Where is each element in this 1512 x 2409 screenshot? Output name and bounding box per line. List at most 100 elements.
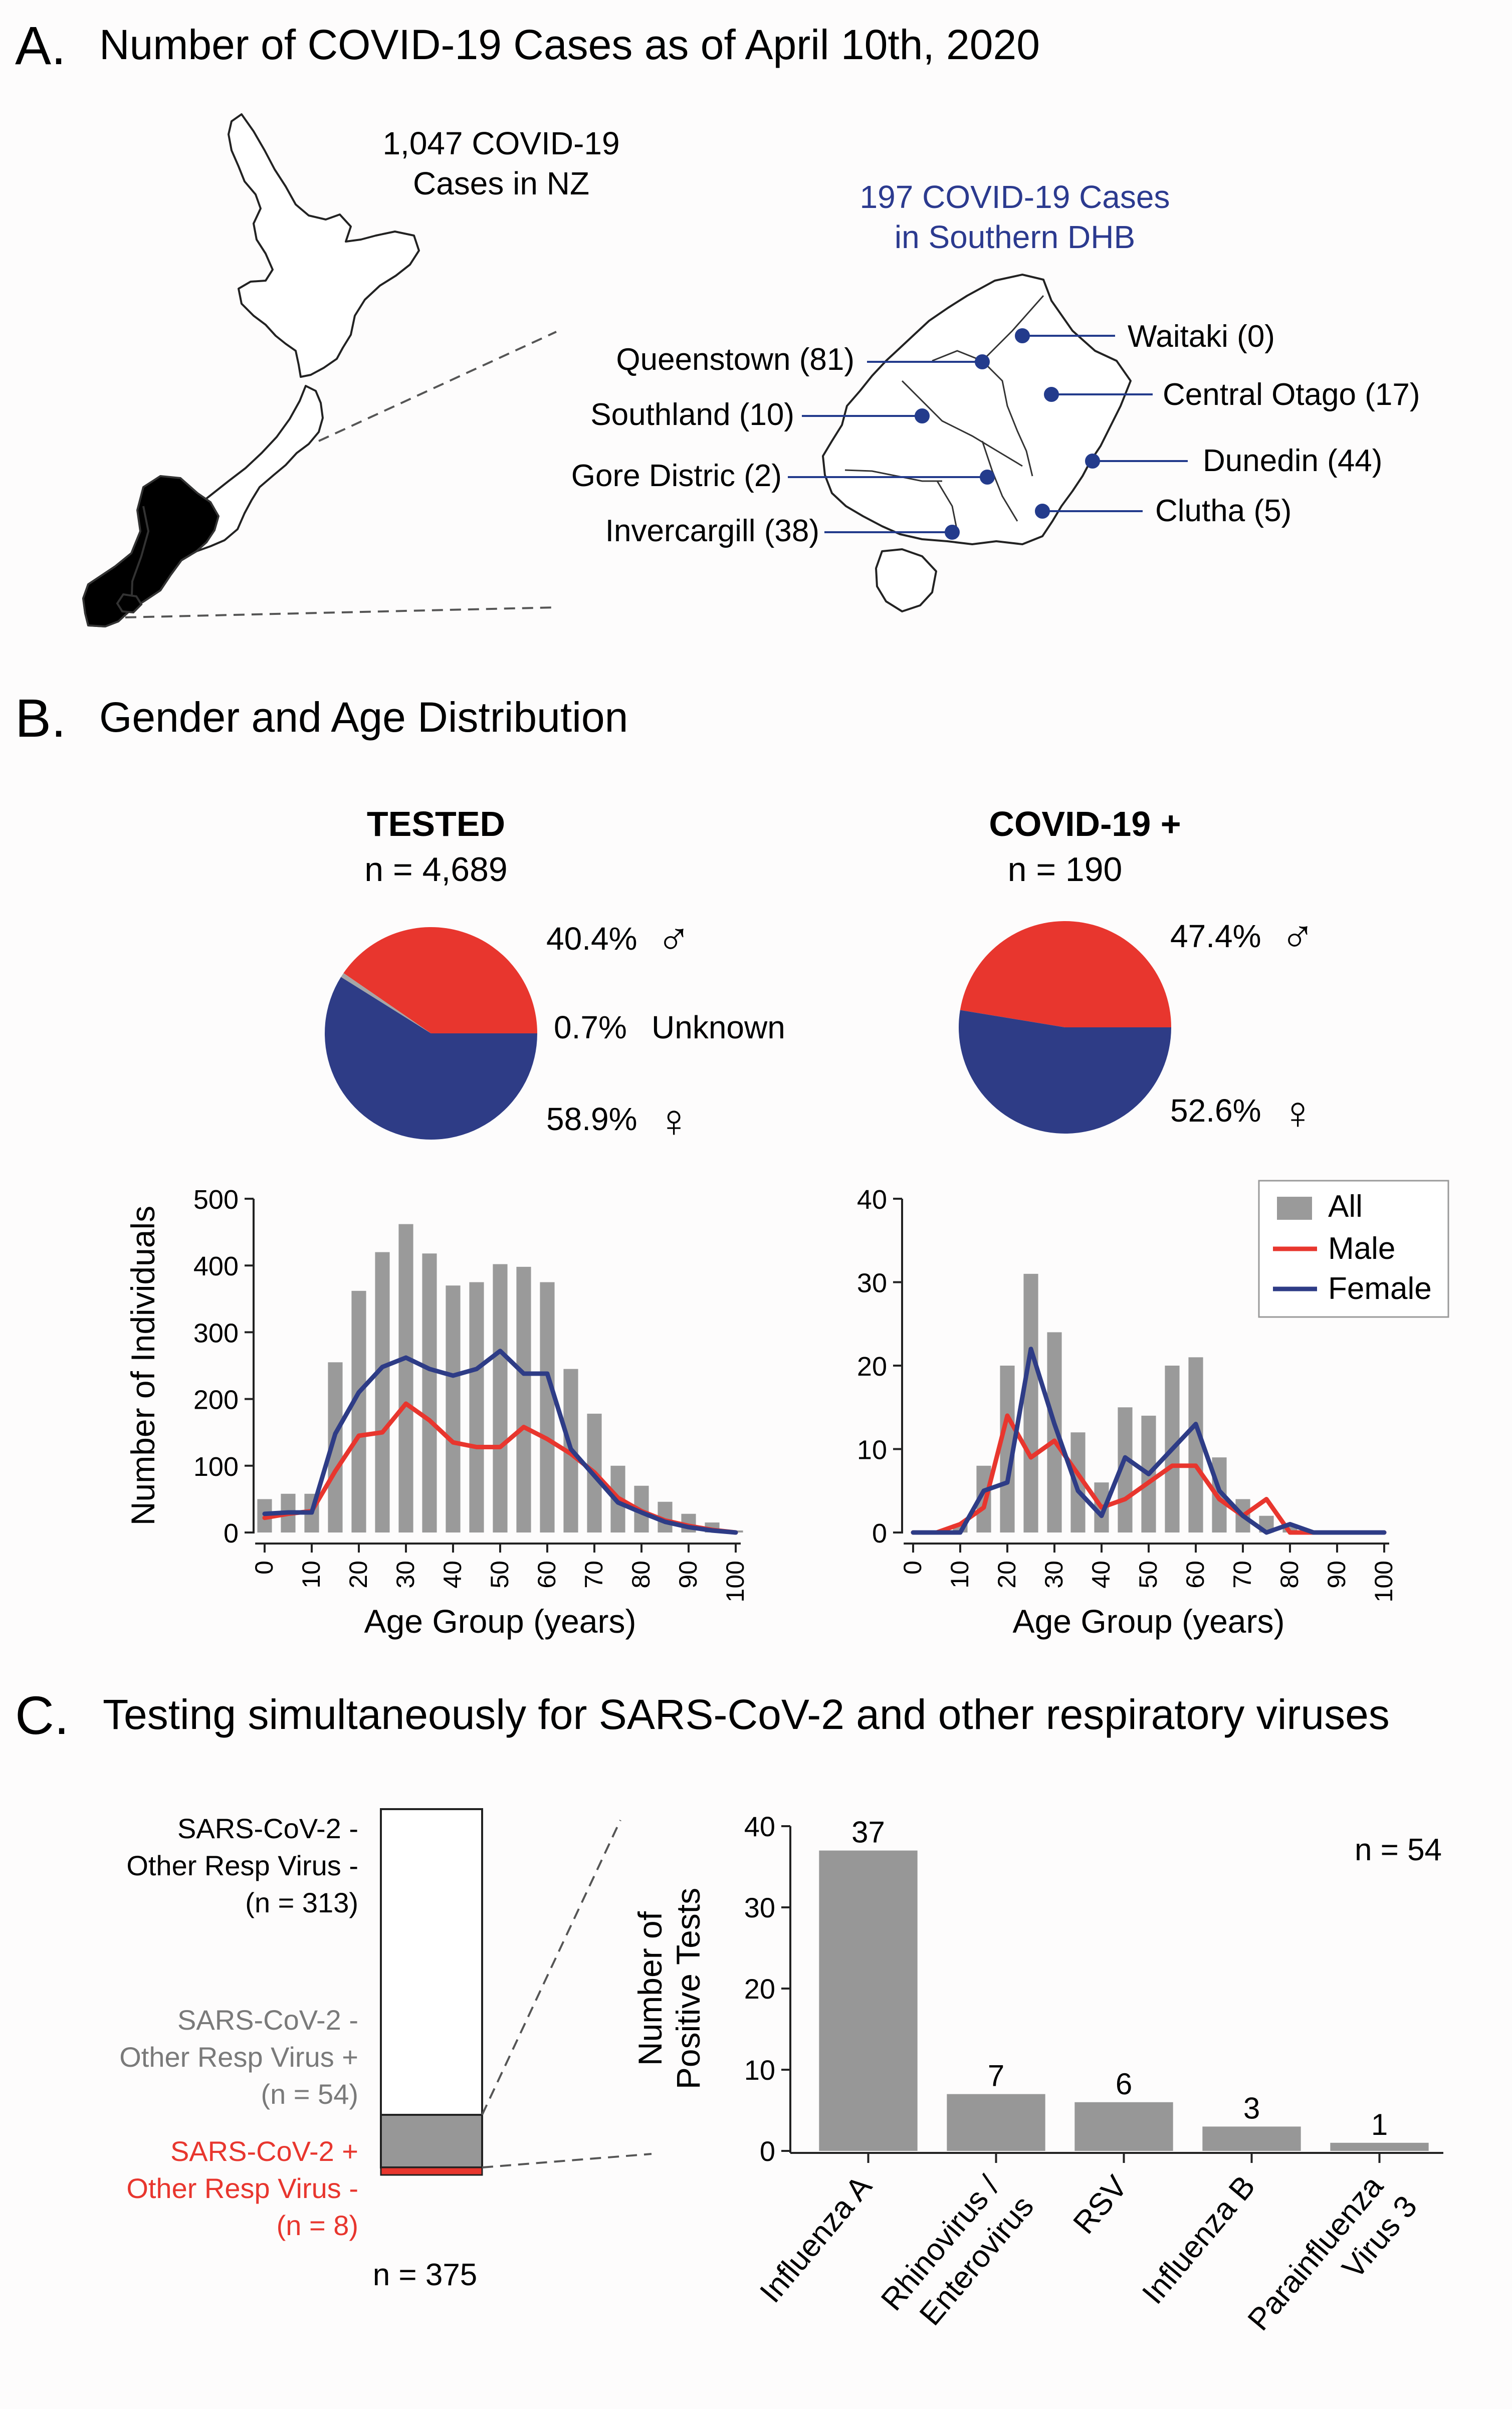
y-tick-label-10: 10 — [857, 1435, 887, 1465]
age-bar-20 — [351, 1290, 366, 1532]
x-tick-label-50: 50 — [1134, 1561, 1162, 1589]
district-label-invercargill: Invercargill (38) — [605, 514, 819, 548]
stack-label-neg-pos-3: (n = 54) — [261, 2078, 358, 2110]
age-bar-35 — [422, 1253, 437, 1532]
panel-a-title: Number of COVID-19 Cases as of April 10t… — [99, 21, 1040, 68]
stewart-island-shape — [116, 593, 143, 614]
pie-slice-male — [960, 921, 1171, 1027]
virus-bar-value-0: 37 — [851, 1816, 885, 1849]
district-label-waitaki: Waitaki (0) — [1128, 319, 1275, 354]
positive-male-symbol: ♂ — [1280, 911, 1315, 962]
y-axis-label-line1: Number of — [631, 1911, 669, 2066]
tested-pie-n: n = 4,689 — [364, 850, 507, 889]
positive-age-chart: 0 10 20 30 40 0 10 20 30 40 50 60 70 80 90 100 Age Group… — [857, 1185, 1398, 1640]
x-tick-label-10: 10 — [946, 1561, 974, 1589]
x-tick-label-40: 40 — [1087, 1561, 1115, 1589]
tested-female-pct: 58.9% — [546, 1101, 637, 1137]
district-label-queenstown: Queenstown (81) — [616, 342, 854, 377]
y-axis-label: Number of Individuals — [124, 1206, 161, 1525]
positive-female-symbol: ♀ — [1280, 1087, 1315, 1139]
virus-bar-value-3: 3 — [1243, 2091, 1260, 2125]
stack-label-pos-neg-2: Other Resp Virus - — [126, 2172, 358, 2204]
tested-male-pct: 40.4% — [546, 921, 637, 957]
tested-pie — [325, 927, 537, 1140]
dhb-case-count-line2: in Southern DHB — [895, 219, 1135, 255]
district-labels: Waitaki (0) Queenstown (81) Central Otag… — [571, 319, 1420, 548]
x-tick-label-100: 100 — [1370, 1561, 1398, 1602]
x-tick-label-20: 20 — [344, 1561, 372, 1589]
legend-label-all: All — [1328, 1189, 1363, 1224]
panel-b-title: Gender and Age Distribution — [99, 694, 628, 741]
virus-bar-3 — [1202, 2126, 1301, 2151]
virus-n-label: n = 54 — [1355, 1833, 1442, 1867]
pie-slice-male — [343, 927, 537, 1033]
southern-dhb-border — [130, 506, 150, 610]
stack-labels: SARS-CoV-2 - Other Resp Virus - (n = 313… — [119, 1813, 358, 2241]
panel-c-letter: C. — [15, 1685, 69, 1745]
positive-pie-title: COVID-19 + — [989, 804, 1181, 843]
tested-pie-title: TESTED — [367, 804, 505, 843]
tested-male-symbol: ♂ — [657, 914, 691, 965]
southern-dhb-outline — [822, 274, 1132, 545]
y-tick-label-40: 40 — [744, 1811, 775, 1842]
y-tick-label-300: 300 — [193, 1318, 239, 1348]
stacked-outcome-bar — [380, 1808, 483, 2176]
positive-pie — [959, 921, 1171, 1134]
virus-bar-1 — [947, 2094, 1045, 2151]
y-tick-label-500: 500 — [193, 1185, 239, 1215]
district-label-dunedin: Dunedin (44) — [1203, 444, 1382, 478]
pie-slice-female — [325, 977, 537, 1140]
age-bar-55 — [516, 1266, 531, 1532]
virus-category-label-3-0: Influenza B — [1136, 2169, 1262, 2311]
y-axis-label-line2: Positive Tests — [670, 1888, 707, 2089]
tested-age-chart: 0 100 200 300 400 500 0 10 20 30 40 50 60 70 80 90 100 Ag… — [124, 1185, 749, 1640]
district-label-clutha: Clutha (5) — [1155, 494, 1291, 528]
y-tick-label-0: 0 — [224, 1518, 239, 1549]
age-chart-legend: All Male Female — [1258, 1180, 1449, 1318]
stewart-island-detail — [875, 548, 937, 612]
age-bar-60 — [540, 1282, 555, 1532]
x-tick-label-70: 70 — [1228, 1561, 1256, 1589]
y-tick-label-200: 200 — [193, 1385, 239, 1415]
x-tick-label-0: 0 — [250, 1561, 278, 1575]
zoom-connector-lower — [482, 2153, 652, 2168]
y-tick-label-40: 40 — [857, 1185, 887, 1215]
x-tick-label-60: 60 — [533, 1561, 561, 1589]
stack-label-neg-neg-3: (n = 313) — [245, 1887, 358, 1918]
stack-segment-neg-pos — [380, 2114, 483, 2168]
age-line-female — [911, 1347, 1387, 1535]
y-tick-label-30: 30 — [744, 1892, 775, 1923]
x-tick-label-60: 60 — [1181, 1561, 1209, 1589]
x-tick-label-100: 100 — [721, 1561, 749, 1602]
stack-label-neg-pos-2: Other Resp Virus + — [119, 2041, 358, 2073]
tested-female-symbol: ♀ — [657, 1096, 691, 1147]
zoom-connector-bottom — [125, 606, 557, 618]
x-tick-label-40: 40 — [439, 1561, 467, 1589]
age-bar-60 — [1188, 1357, 1203, 1532]
southern-dhb-region — [82, 475, 220, 627]
panel-b-letter: B. — [15, 688, 66, 748]
stack-label-neg-neg-1: SARS-CoV-2 - — [177, 1813, 358, 1844]
tested-unknown-pct: 0.7% — [554, 1009, 627, 1045]
x-tick-label-80: 80 — [627, 1561, 655, 1589]
x-tick-label-30: 30 — [1040, 1561, 1068, 1589]
virus-bar-2 — [1074, 2102, 1173, 2151]
positive-pie-n: n = 190 — [1008, 850, 1123, 889]
stack-label-pos-neg-1: SARS-CoV-2 + — [170, 2135, 358, 2167]
district-callouts — [788, 328, 1188, 540]
age-bar-30 — [398, 1224, 413, 1532]
x-axis-label: Age Group (years) — [364, 1603, 636, 1640]
stack-label-neg-neg-2: Other Resp Virus - — [126, 1850, 358, 1881]
x-tick-label-20: 20 — [993, 1561, 1021, 1589]
pie-slice-unknown — [341, 973, 431, 1033]
district-label-gore: Gore Distric (2) — [571, 459, 782, 493]
stack-segment-neg-neg — [380, 1808, 483, 2116]
x-tick-label-90: 90 — [1323, 1561, 1351, 1589]
district-borders — [844, 295, 1044, 532]
legend-swatch-all — [1277, 1197, 1312, 1220]
age-bar-50 — [493, 1264, 508, 1532]
y-tick-label-0: 0 — [872, 1518, 887, 1549]
x-tick-label-0: 0 — [899, 1561, 927, 1575]
